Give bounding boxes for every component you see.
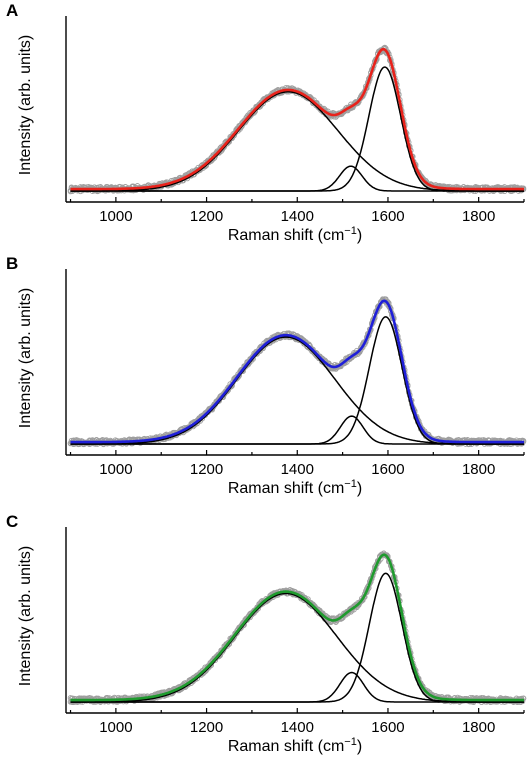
y-axis-title: Intensity (arb. units) (17, 288, 34, 429)
y-axis-title: Intensity (arb. units) (17, 546, 34, 687)
panel-label: A (6, 1, 18, 20)
component-g-curve (70, 66, 524, 192)
x-axis-title-exponent: −1 (344, 736, 357, 748)
x-axis-title-main: Raman shift (cm (228, 227, 344, 244)
y-axis-title: Intensity (arb. units) (17, 35, 34, 176)
measured-points (67, 550, 527, 706)
fit-curve (70, 553, 524, 702)
x-axis-title-close: ) (357, 738, 362, 755)
x-tick-label: 1800 (462, 461, 495, 478)
x-tick-label: 1000 (99, 461, 132, 478)
component-g-curve (70, 572, 524, 703)
x-tick-label: 1000 (99, 719, 132, 736)
x-tick-label: 1400 (281, 719, 314, 736)
panel-b: B 1000 1200 1400 1600 1800 Raman shift (cm−1) I… (6, 254, 527, 497)
panel-label: C (6, 512, 18, 531)
component-d-curve (70, 336, 524, 445)
panel-label: B (6, 254, 18, 273)
x-axis-title: Raman shift (cm−1) (228, 736, 362, 755)
x-tick-label: 1200 (190, 461, 223, 478)
x-tick-label: 1600 (371, 719, 404, 736)
x-tick-label: 1600 (371, 208, 404, 225)
x-tick-label: 1400 (281, 208, 314, 225)
x-tick-label: 1800 (462, 719, 495, 736)
x-tick-label: 1000 (99, 208, 132, 225)
x-axis-title: Raman shift (cm−1) (228, 478, 362, 497)
x-axis-title: Raman shift (cm−1) (228, 225, 362, 244)
x-tick-label: 1200 (190, 719, 223, 736)
component-d-curve (70, 592, 524, 703)
x-axis-title-main: Raman shift (cm (228, 480, 344, 497)
measured-points (67, 44, 527, 195)
component-d-curve (70, 91, 524, 192)
fit-curve (70, 47, 524, 191)
x-axis-title-close: ) (357, 480, 362, 497)
x-axis-title-close: ) (357, 227, 362, 244)
x-tick-label: 1800 (462, 208, 495, 225)
panel-a: A 1000 1200 1400 1600 1800 Raman shift (cm−1) I… (6, 1, 527, 244)
panel-c: C 1000 1200 1400 1600 1800 Raman shift (cm−1) I… (6, 512, 527, 755)
x-axis-title-main: Raman shift (cm (228, 738, 344, 755)
x-tick-label: 1600 (371, 461, 404, 478)
x-tick-label: 1200 (190, 208, 223, 225)
x-axis-title-exponent: −1 (344, 225, 357, 237)
x-tick-label: 1400 (281, 461, 314, 478)
measured-points (67, 296, 527, 448)
fit-curve (70, 299, 524, 444)
component-g-curve (70, 316, 524, 445)
x-axis-title-exponent: −1 (344, 478, 357, 490)
